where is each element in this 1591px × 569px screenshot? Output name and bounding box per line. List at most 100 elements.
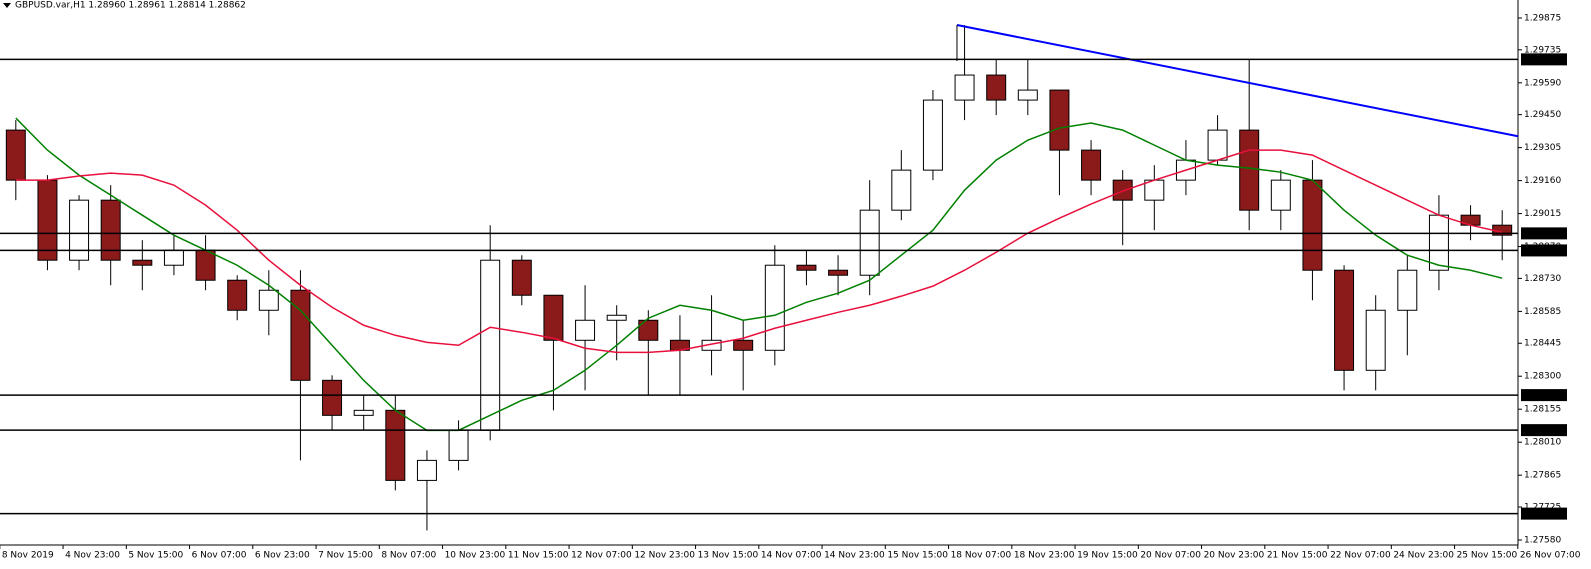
level-label: 1.29693 [1525, 55, 1562, 65]
candle-body [1428, 214, 1449, 271]
candle-body [828, 269, 849, 276]
x-tick-label: 7 Nov 15:00 [318, 551, 373, 561]
candle-body [5, 129, 26, 181]
candle-body [922, 99, 943, 171]
candle-body [322, 379, 343, 416]
x-tick-label: 14 Nov 07:00 [761, 551, 822, 561]
level-label-box [1521, 244, 1567, 257]
candle-body [733, 339, 754, 351]
x-tick-label: 12 Nov 23:00 [634, 551, 695, 561]
y-tick-label: 1.28300 [1524, 372, 1561, 382]
level-label: 1.28063 [1525, 426, 1562, 436]
x-tick-label: 6 Nov 07:00 [192, 551, 247, 561]
candle-body [258, 289, 279, 311]
y-tick-label: 1.27725 [1524, 503, 1561, 513]
candle-body [1112, 179, 1133, 201]
candle-body [954, 74, 975, 101]
x-tick-label: 18 Nov 23:00 [1014, 551, 1075, 561]
candle-body [163, 249, 184, 266]
candle-body [69, 199, 90, 261]
x-tick-label: 14 Nov 23:00 [824, 551, 885, 561]
x-tick-label: 6 Nov 23:00 [255, 551, 310, 561]
candle-body [132, 259, 153, 266]
x-tick-label: 11 Nov 15:00 [508, 551, 569, 561]
candle-body [1049, 89, 1070, 151]
x-tick-label: 5 Nov 15:00 [128, 551, 183, 561]
candle-body [575, 319, 596, 341]
y-tick-label: 1.28445 [1524, 339, 1561, 349]
candle-body [606, 314, 627, 321]
header-icon [3, 3, 11, 8]
level-label-box [1521, 424, 1567, 437]
candle-body [986, 74, 1007, 101]
level-label-box [1521, 53, 1567, 66]
trendline [956, 24, 1519, 138]
candle-body [891, 169, 912, 211]
chart-title: GBPUSD.var,H1 1.28960 1.28961 1.28814 1.… [15, 1, 246, 11]
x-tick-label: 26 Nov 07:00 [1520, 551, 1581, 561]
candle-body [100, 199, 121, 261]
y-tick-label: 1.28730 [1524, 274, 1561, 284]
level-label: 1.28853 [1525, 246, 1562, 256]
candle-body [480, 259, 501, 431]
level-label: 1.28928 [1525, 229, 1562, 239]
x-tick-label: 8 Nov 2019 [2, 551, 54, 561]
candle-body [448, 429, 469, 461]
x-tick-label: 19 Nov 15:00 [1077, 551, 1138, 561]
level-label-box [1521, 227, 1567, 240]
x-tick-label: 15 Nov 15:00 [887, 551, 948, 561]
candle-body [764, 264, 785, 351]
candle-body [290, 289, 311, 381]
y-tick-label: 1.27580 [1524, 535, 1561, 545]
level-label-box [1521, 507, 1567, 520]
candle-body [227, 279, 248, 311]
candle-body [416, 459, 437, 481]
candle-body [37, 179, 58, 261]
level-label: 1.27696 [1525, 509, 1562, 519]
candle-body [638, 319, 659, 341]
level-label: 1.28217 [1525, 391, 1562, 401]
x-tick-label: 20 Nov 23:00 [1204, 551, 1265, 561]
candle-body [1239, 129, 1260, 211]
y-tick-label: 1.28155 [1524, 405, 1561, 415]
x-tick-label: 4 Nov 23:00 [65, 551, 120, 561]
candle-body [1081, 149, 1102, 181]
moving-average [15, 117, 1503, 432]
y-tick-label: 1.29590 [1524, 78, 1561, 88]
y-tick-label: 1.28010 [1524, 438, 1561, 448]
y-tick-label: 1.29875 [1524, 13, 1561, 23]
x-tick-label: 21 Nov 15:00 [1267, 551, 1328, 561]
y-tick-label: 1.28585 [1524, 307, 1561, 317]
x-tick-label: 10 Nov 23:00 [445, 551, 506, 561]
y-tick-label: 1.27865 [1524, 471, 1561, 481]
candle-body [1365, 309, 1386, 371]
x-tick-label: 24 Nov 23:00 [1393, 551, 1454, 561]
x-tick-label: 20 Nov 07:00 [1140, 551, 1201, 561]
candle-body [796, 264, 817, 271]
x-tick-label: 8 Nov 07:00 [381, 551, 436, 561]
candle-body [353, 409, 374, 416]
y-tick-label: 1.29305 [1524, 143, 1561, 153]
x-tick-label: 18 Nov 07:00 [951, 551, 1012, 561]
candle-body [859, 209, 880, 276]
y-tick-label: 1.29735 [1524, 45, 1561, 55]
x-tick-label: 25 Nov 15:00 [1457, 551, 1518, 561]
candle-body [1302, 179, 1323, 271]
y-tick-label: 1.29450 [1524, 110, 1561, 120]
level-label-box [1521, 389, 1567, 402]
candle-body [1207, 129, 1228, 161]
candle-body [1397, 269, 1418, 311]
candle-body [1017, 89, 1038, 101]
candle-body [195, 249, 216, 281]
candle-body [543, 294, 564, 341]
candle-body [385, 409, 406, 481]
candle-body [1334, 269, 1355, 371]
moving-average [15, 149, 1503, 354]
x-tick-label: 12 Nov 07:00 [571, 551, 632, 561]
candle-body [511, 259, 532, 296]
y-tick-label: 1.29015 [1524, 209, 1561, 219]
candle-body [1270, 179, 1291, 211]
x-tick-label: 13 Nov 15:00 [698, 551, 759, 561]
